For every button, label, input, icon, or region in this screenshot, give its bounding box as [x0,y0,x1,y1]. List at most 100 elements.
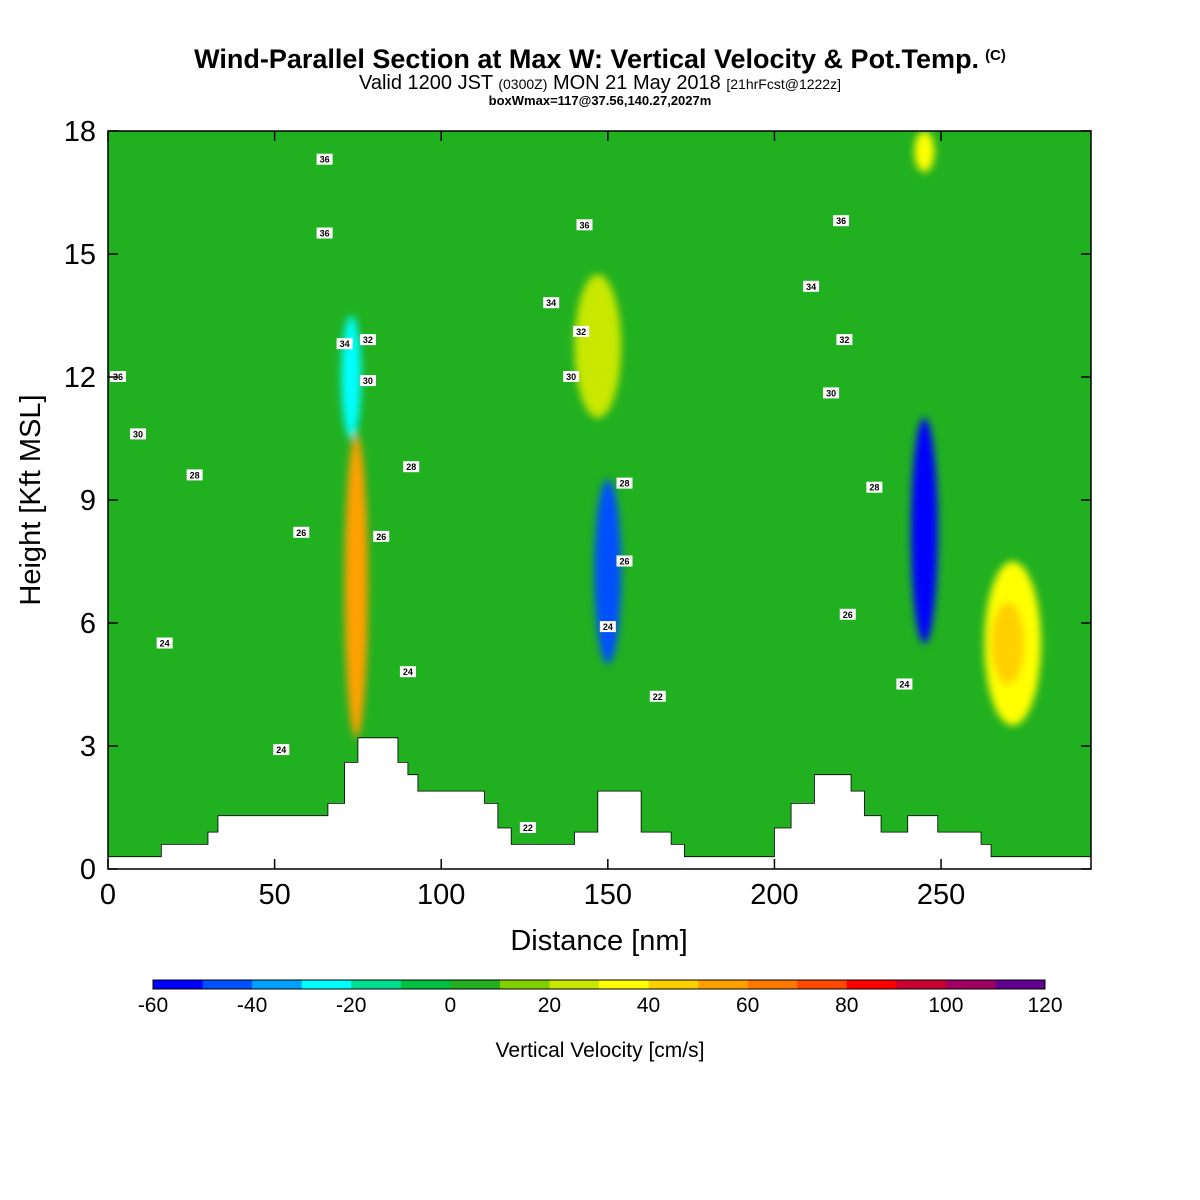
colorbar-swatch [400,980,451,989]
isentrope-label: 24 [603,622,613,632]
isentrope-label: 36 [579,220,589,230]
isentrope-label: 26 [619,557,629,567]
colorbar-swatch [252,980,303,989]
chart-subtitle: Valid 1200 JST (0300Z) MON 21 May 2018 [… [359,72,841,94]
y-tick-label: 15 [64,239,96,271]
colorbar-tick-label: 20 [538,994,561,1017]
isentrope-label: 36 [320,155,330,165]
isentrope-label: 34 [806,282,816,292]
y-tick-label: 6 [80,608,96,640]
colorbar-label: Vertical Velocity [cm/s] [496,1039,705,1062]
isentrope-label-box [359,375,376,387]
colorbar-swatch [797,980,848,989]
colorbar-tick-label: 80 [835,994,858,1017]
isentrope-label-box [403,461,420,473]
colorbar-tick-label: 0 [444,994,456,1017]
isentrope-label: 32 [839,335,849,345]
colorbar-swatch [698,980,749,989]
y-tick-label: 0 [80,854,96,886]
isentrope-label-box [573,325,590,337]
isentrope-label: 24 [899,680,909,690]
isentrope-label-box [373,530,390,542]
y-tick-label: 3 [80,731,96,763]
isentrope-label-box [399,666,416,678]
isentrope-label: 26 [376,532,386,542]
colorbar-tick-label: 40 [637,994,660,1017]
isentrope-label: 36 [320,229,330,239]
colorbar-swatch [945,980,996,989]
x-tick-label: 0 [100,879,116,911]
isentrope-label-box [823,387,840,399]
x-tick-label: 150 [584,879,632,911]
colorbar-tick-label: -40 [237,994,267,1017]
colorbar-tick-label: 120 [1027,994,1062,1017]
colorbar-swatch [499,980,550,989]
isentrope-label: 30 [566,372,576,382]
isentrope-label-box [803,280,820,292]
colorbar-swatch [995,980,1046,989]
colorbar-frame [152,979,1046,990]
colorbar-tick-label: -60 [138,994,168,1017]
isentrope-label: 32 [576,327,586,337]
isentrope-label: 36 [836,216,846,226]
isentrope-label: 34 [340,339,350,349]
terrain-mask [108,737,1091,869]
colorbar-swatch [896,980,947,989]
y-tick-label: 9 [80,485,96,517]
isentrope-label: 24 [403,667,413,677]
isentrope-label: 24 [160,639,170,649]
velocity-cell [914,131,935,172]
isentrope-label: 34 [546,298,556,308]
colorbar-swatch [599,980,650,989]
isentrope-label: 22 [653,692,663,702]
isentrope-label-box [896,678,913,690]
x-tick-label: 200 [750,879,798,911]
box-max-info: boxWmax=117@37.56,140.27,2027m [488,93,712,108]
isentrope-label-box [273,744,290,756]
x-tick-label: 250 [917,879,965,911]
colorbar: -60 -40 -20 0 20 40 60 80 100 120 [138,979,1063,1017]
isentrope-label-box [186,469,203,481]
velocity-cell [344,434,368,738]
velocity-cell [574,274,622,418]
copyright-mark: (C) [985,47,1006,64]
isentrope-label: 30 [826,388,836,398]
velocity-cell [341,315,362,439]
isentrope-label-box [293,526,310,538]
isentrope-label: 24 [276,745,286,755]
isentrope-label: 28 [619,479,629,489]
isentrope-label: 26 [296,528,306,538]
velocity-cells [341,131,1042,738]
x-axis-label: Distance [nm] [510,925,687,957]
colorbar-swatch [450,980,501,989]
colorbar-swatch [301,980,352,989]
velocity-cell [594,479,622,664]
y-tick-label: 18 [64,116,96,148]
isentrope-label: 28 [190,470,200,480]
isentrope-label: 28 [406,462,416,472]
colorbar-swatch [549,980,600,989]
isentrope-label-box [649,690,666,702]
velocity-cell [911,418,938,644]
isentrope-label: 30 [363,376,373,386]
isentrope-label-box [599,621,616,633]
isentrope-label-box [563,371,580,382]
colorbar-swatch [351,980,402,989]
x-tick-label: 100 [417,879,465,911]
isentrope-label-box [129,428,146,440]
isentrope-label-box [359,334,376,346]
velocity-cell [991,602,1025,685]
colorbar-swatch [153,980,204,989]
isentrope-label: 26 [843,610,853,620]
colorbar-tick-label: 60 [736,994,759,1017]
colorbar-swatch [747,980,798,989]
isentrope-label-box [836,334,853,346]
colorbar-swatch [846,980,897,989]
isentrope-label-box [316,227,333,239]
isentrope-label-box [519,822,536,833]
isentrope-label-box [336,338,353,350]
isentrope-label-box [316,153,333,165]
